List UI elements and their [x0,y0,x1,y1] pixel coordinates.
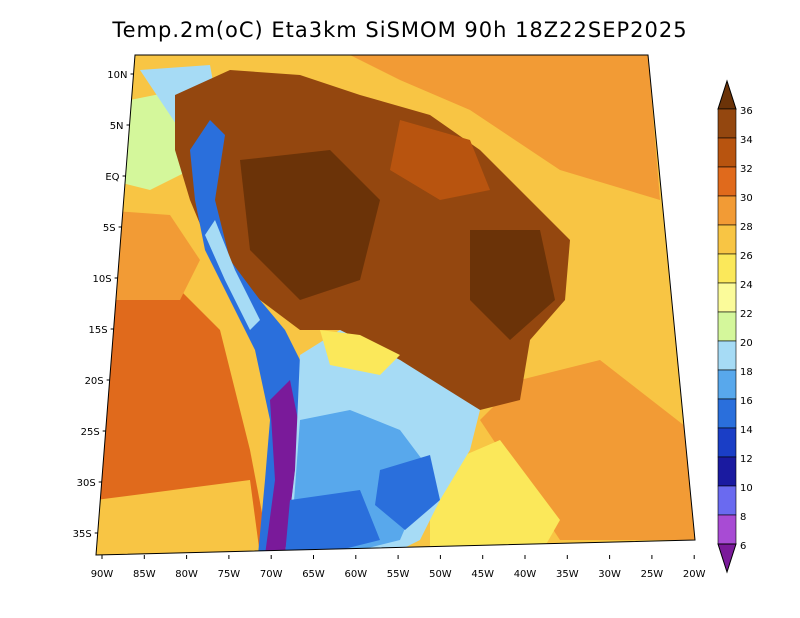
lat-tick-label: 10N [107,70,127,81]
colorbar-label: 28 [740,222,753,233]
colorbar-label: 24 [740,280,753,291]
colorbar-swatch [717,398,737,429]
lat-tick-label: 20S [85,376,104,387]
colorbar-label: 22 [740,309,753,320]
colorbar-bottom-arrow [717,543,737,574]
colorbar-top-arrow [717,79,737,110]
lon-tick-label: 60W [344,569,367,580]
lon-tick-label: 85W [133,569,156,580]
latitude-axis: 10N 5N EQ 5S 10S 15S 20S 25S 30S 35S [73,70,134,540]
lat-tick-label: 35S [73,529,92,540]
map-frame [95,54,696,556]
colorbar-label: 18 [740,367,753,378]
lat-tick-label: 5N [110,121,124,132]
colorbar-label: 34 [740,135,753,146]
lon-tick-label: 70W [260,569,283,580]
colorbar-swatch [717,456,737,487]
lon-tick-label: 25W [641,569,664,580]
colorbar-swatch [717,369,737,400]
colorbar-label: 12 [740,454,753,465]
colorbar-swatch [717,108,737,139]
lon-tick-label: 65W [302,569,325,580]
lon-tick-label: 50W [429,569,452,580]
lon-tick-label: 30W [598,569,621,580]
longitude-axis: 90W 85W 80W 75W 70W 65W 60W 55W 50W 45W 40W 35W 30W 2… [91,555,706,580]
colorbar-label: 30 [740,193,753,204]
colorbar-label: 6 [740,541,746,552]
lat-tick-label: 25S [81,427,100,438]
colorbar-swatch [717,166,737,197]
map-title: Temp.2m(oC) Eta3km SiSMOM 90h 18Z22SEP20… [112,18,688,42]
colorbar-swatch [717,340,737,371]
colorbar-swatch [717,137,737,168]
colorbar-label: 16 [740,396,753,407]
colorbar: 36 34 32 30 28 26 24 22 20 18 16 14 12 10 8 6 [717,79,753,574]
lon-tick-label: 35W [556,569,579,580]
colorbar-swatch [717,514,737,545]
lon-tick-label: 55W [387,569,410,580]
colorbar-label: 8 [740,512,746,523]
colorbar-swatch [717,485,737,516]
lat-tick-label: 5S [103,223,116,234]
lon-tick-label: 75W [218,569,241,580]
colorbar-label: 32 [740,164,753,175]
lon-tick-label: 20W [683,569,706,580]
lat-tick-label: EQ [105,172,119,183]
colorbar-swatch [717,282,737,313]
colorbar-swatch [717,224,737,255]
colorbar-label: 10 [740,483,753,494]
lat-tick-label: 10S [93,274,112,285]
south-america-land [175,70,570,555]
colorbar-label: 14 [740,425,753,436]
colorbar-label: 20 [740,338,753,349]
lon-tick-label: 45W [471,569,494,580]
colorbar-swatch [717,311,737,342]
colorbar-swatch [717,427,737,458]
lat-tick-label: 30S [77,478,96,489]
lat-tick-label: 15S [89,325,108,336]
colorbar-label: 26 [740,251,753,262]
colorbar-swatch [717,253,737,284]
colorbar-label: 36 [740,106,753,117]
colorbar-swatch [717,195,737,226]
lon-tick-label: 80W [175,569,198,580]
lon-tick-label: 90W [91,569,114,580]
lon-tick-label: 40W [514,569,537,580]
